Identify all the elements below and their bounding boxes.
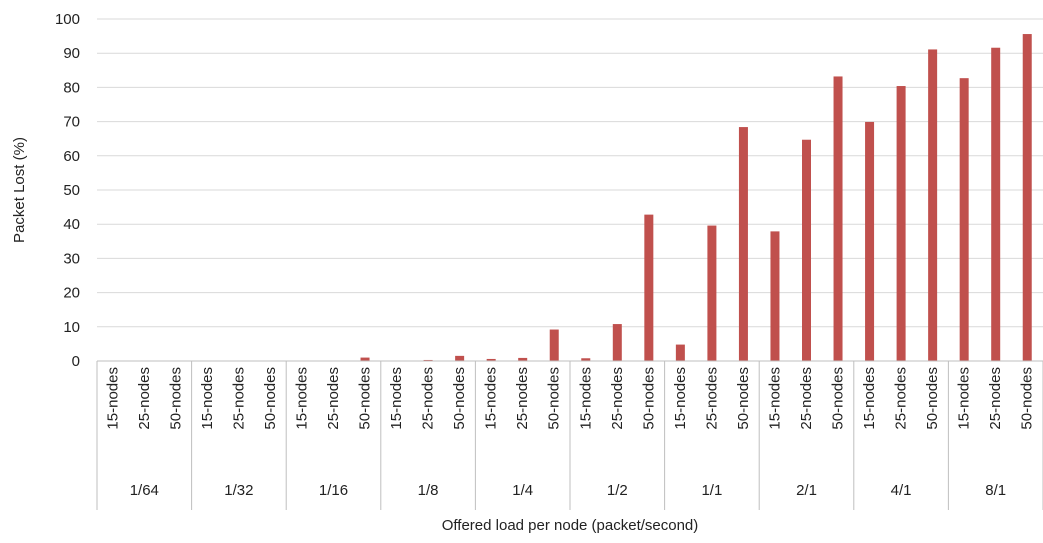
x-subcategory-label: 25-nodes: [893, 367, 910, 430]
y-tick-label: 0: [72, 353, 80, 370]
x-subcategory-label: 50-nodes: [262, 367, 279, 430]
x-group-label: 8/1: [985, 482, 1006, 499]
x-group-label: 1/2: [607, 482, 628, 499]
bar: [612, 324, 622, 361]
x-subcategory-label: 50-nodes: [357, 367, 374, 430]
bar: [360, 357, 370, 361]
x-subcategory-label: 25-nodes: [609, 367, 626, 430]
bar: [423, 359, 433, 361]
y-tick-label: 10: [63, 319, 80, 336]
x-subcategory-label: 25-nodes: [703, 367, 720, 430]
x-subcategory-label: 15-nodes: [483, 367, 500, 430]
y-tick-label: 90: [63, 45, 80, 62]
x-group-label: 1/4: [512, 482, 533, 499]
x-subcategory-label: 15-nodes: [388, 367, 405, 430]
y-tick-label: 30: [63, 250, 80, 267]
y-tick-label: 60: [63, 148, 80, 165]
x-subcategory-label: 50-nodes: [640, 367, 657, 430]
bar: [865, 121, 875, 361]
x-axis-title: Offered load per node (packet/second): [442, 517, 699, 534]
x-tick-labels: 15-nodes 25-nodes 50-nodes 1/64 15-nodes 25-n…: [104, 367, 1035, 499]
x-subcategory-label: 25-nodes: [514, 367, 531, 430]
x-subcategory-label: 15-nodes: [199, 367, 216, 430]
x-subcategory-label: 25-nodes: [230, 367, 247, 430]
x-subcategory-label: 25-nodes: [798, 367, 815, 430]
bar: [455, 355, 465, 361]
x-subcategory-label: 50-nodes: [451, 367, 468, 430]
bar: [644, 214, 654, 361]
x-subcategory-label: 50-nodes: [735, 367, 752, 430]
x-subcategory-label: 50-nodes: [924, 367, 941, 430]
x-group-label: 1/8: [418, 482, 439, 499]
y-tick-labels: 0 10 20 30 40 50 60 70 80 90 100: [55, 11, 80, 370]
x-subcategory-label: 50-nodes: [1019, 367, 1036, 430]
y-tick-label: 70: [63, 114, 80, 131]
x-subcategory-label: 25-nodes: [420, 367, 437, 430]
x-group-label: 1/64: [130, 482, 159, 499]
x-subcategory-label: 25-nodes: [987, 367, 1004, 430]
x-group-label: 1/32: [224, 482, 253, 499]
axes: [96, 360, 1043, 510]
y-tick-label: 50: [63, 182, 80, 199]
x-group-label: 1/1: [701, 482, 722, 499]
y-tick-label: 20: [63, 285, 80, 302]
x-subcategory-label: 25-nodes: [136, 367, 153, 430]
x-subcategory-label: 15-nodes: [861, 367, 878, 430]
x-group-label: 1/16: [319, 482, 348, 499]
bar: [707, 225, 717, 361]
bar: [770, 231, 780, 361]
y-axis-title: Packet Lost (%): [11, 137, 28, 243]
x-subcategory-label: 50-nodes: [830, 367, 847, 430]
x-subcategory-label: 15-nodes: [293, 367, 310, 430]
x-subcategory-label: 50-nodes: [546, 367, 563, 430]
x-subcategory-label: 15-nodes: [672, 367, 689, 430]
bar: [581, 358, 591, 361]
x-subcategory-label: 15-nodes: [104, 367, 121, 430]
bar: [675, 344, 685, 361]
x-subcategory-label: 25-nodes: [325, 367, 342, 430]
bar: [1022, 34, 1032, 361]
x-group-label: 4/1: [891, 482, 912, 499]
y-tick-label: 80: [63, 79, 80, 96]
bar: [959, 78, 969, 361]
x-subcategory-label: 15-nodes: [766, 367, 783, 430]
y-tick-label: 40: [63, 216, 80, 233]
bar: [549, 329, 559, 361]
bars: [360, 34, 1032, 362]
bar: [928, 49, 938, 362]
bar: [833, 76, 843, 362]
x-subcategory-label: 15-nodes: [577, 367, 594, 430]
bar: [802, 139, 811, 361]
gridlines: [97, 18, 1043, 328]
bar: [896, 86, 906, 362]
bar: [738, 127, 748, 362]
bar: [486, 358, 496, 361]
x-subcategory-label: 15-nodes: [956, 367, 973, 430]
bar: [991, 47, 1001, 362]
x-subcategory-label: 50-nodes: [167, 367, 184, 430]
bar: [518, 357, 528, 361]
x-group-label: 2/1: [796, 482, 817, 499]
y-tick-label: 100: [55, 11, 80, 28]
